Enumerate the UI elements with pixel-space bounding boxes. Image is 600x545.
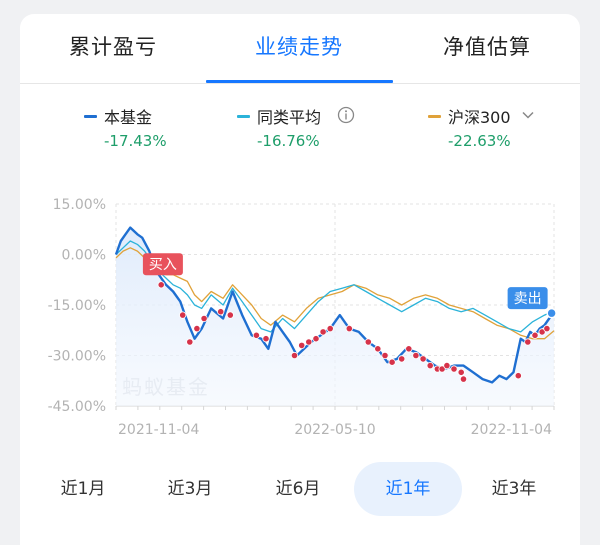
holding-marker — [200, 314, 208, 323]
series-line-category-average — [115, 240, 555, 333]
legend-swatch — [237, 115, 250, 118]
buy-tag-label: 买入 — [149, 257, 177, 273]
time-range-bar: 近1月 近3月 近6月 近1年 近3年 — [20, 458, 580, 520]
legend-name: 本基金 — [104, 108, 153, 127]
buy-tag — [142, 253, 183, 276]
x-tick-label: 2021-11-04 — [118, 422, 199, 438]
range-3-month-button[interactable]: 近3月 — [167, 479, 213, 499]
holding-marker — [374, 345, 382, 353]
legend-swatch — [428, 115, 441, 118]
holding-marker — [388, 358, 396, 366]
holding-marker — [514, 372, 522, 380]
holding-marker — [298, 341, 306, 349]
tab-performance-trend[interactable]: 业绩走势 — [255, 35, 343, 59]
sell-tag — [507, 287, 548, 310]
holding-marker — [543, 325, 551, 333]
holding-marker — [538, 328, 546, 336]
holding-marker — [262, 335, 270, 343]
tabs-divider — [20, 83, 580, 84]
range-3-year-button[interactable]: 近3年 — [491, 479, 537, 499]
info-icon[interactable] — [337, 106, 355, 124]
holding-marker — [450, 365, 458, 373]
holding-marker — [186, 338, 194, 346]
legend-value: -22.63% — [448, 132, 511, 150]
legend-name: 同类平均 — [257, 108, 322, 127]
sell-point — [546, 307, 557, 319]
legend-value: -16.76% — [257, 132, 320, 150]
holding-marker — [419, 355, 427, 363]
holding-marker — [524, 338, 532, 346]
holding-marker — [305, 338, 313, 346]
x-tick-label: 2022-05-10 — [294, 422, 375, 438]
holding-marker — [319, 328, 327, 336]
holding-marker — [326, 325, 334, 333]
holding-marker — [179, 311, 187, 319]
holding-marker — [252, 331, 260, 339]
holding-marker — [345, 325, 353, 333]
tab-bar: 累计盈亏 业绩走势 净值估算 — [20, 14, 580, 84]
legend-name: 沪深300 — [448, 108, 511, 127]
holding-marker — [312, 335, 320, 343]
x-tick-label: 2022-11-04 — [471, 422, 552, 438]
range-1-month-button[interactable]: 近1月 — [60, 479, 106, 499]
y-tick-label: 15.00% — [53, 197, 106, 213]
holding-marker — [290, 351, 299, 360]
range-1-year-button[interactable]: 近1年 — [354, 462, 462, 516]
sell-tag-label: 卖出 — [514, 291, 542, 307]
holding-marker — [157, 281, 165, 289]
fund-area-fill — [116, 227, 554, 406]
holding-marker — [364, 338, 372, 346]
performance-chart[interactable]: 15.00% 0.00% -15.00% -30.00% -45.00% 2021-11-… — [20, 185, 580, 445]
active-tab-indicator — [206, 80, 393, 83]
y-tick-label: -15.00% — [48, 298, 106, 314]
holding-marker — [457, 368, 465, 376]
tab-cumulative-pnl[interactable]: 累计盈亏 — [69, 35, 157, 59]
holding-marker — [398, 355, 406, 363]
y-tick-label: 0.00% — [62, 248, 106, 264]
holding-marker — [405, 345, 413, 353]
holding-marker — [459, 375, 468, 383]
tab-nav-estimate[interactable]: 净值估算 — [443, 35, 531, 59]
fund-performance-card: 累计盈亏 业绩走势 净值估算 — [20, 14, 580, 545]
holding-marker — [426, 362, 434, 370]
holding-marker — [217, 308, 225, 316]
chevron-down-icon[interactable] — [520, 107, 536, 123]
holding-marker — [381, 351, 389, 360]
holding-marker — [193, 325, 201, 333]
holding-marker — [531, 331, 539, 339]
holding-marker — [438, 365, 446, 373]
range-6-month-button[interactable]: 近6月 — [275, 479, 321, 499]
y-tick-label: -45.00% — [48, 399, 106, 415]
y-tick-label: -30.00% — [48, 349, 106, 365]
legend-value: -17.43% — [104, 132, 167, 150]
holding-marker — [443, 362, 451, 370]
holding-marker — [412, 351, 420, 360]
legend-swatch — [84, 115, 97, 118]
holding-marker — [226, 311, 234, 319]
